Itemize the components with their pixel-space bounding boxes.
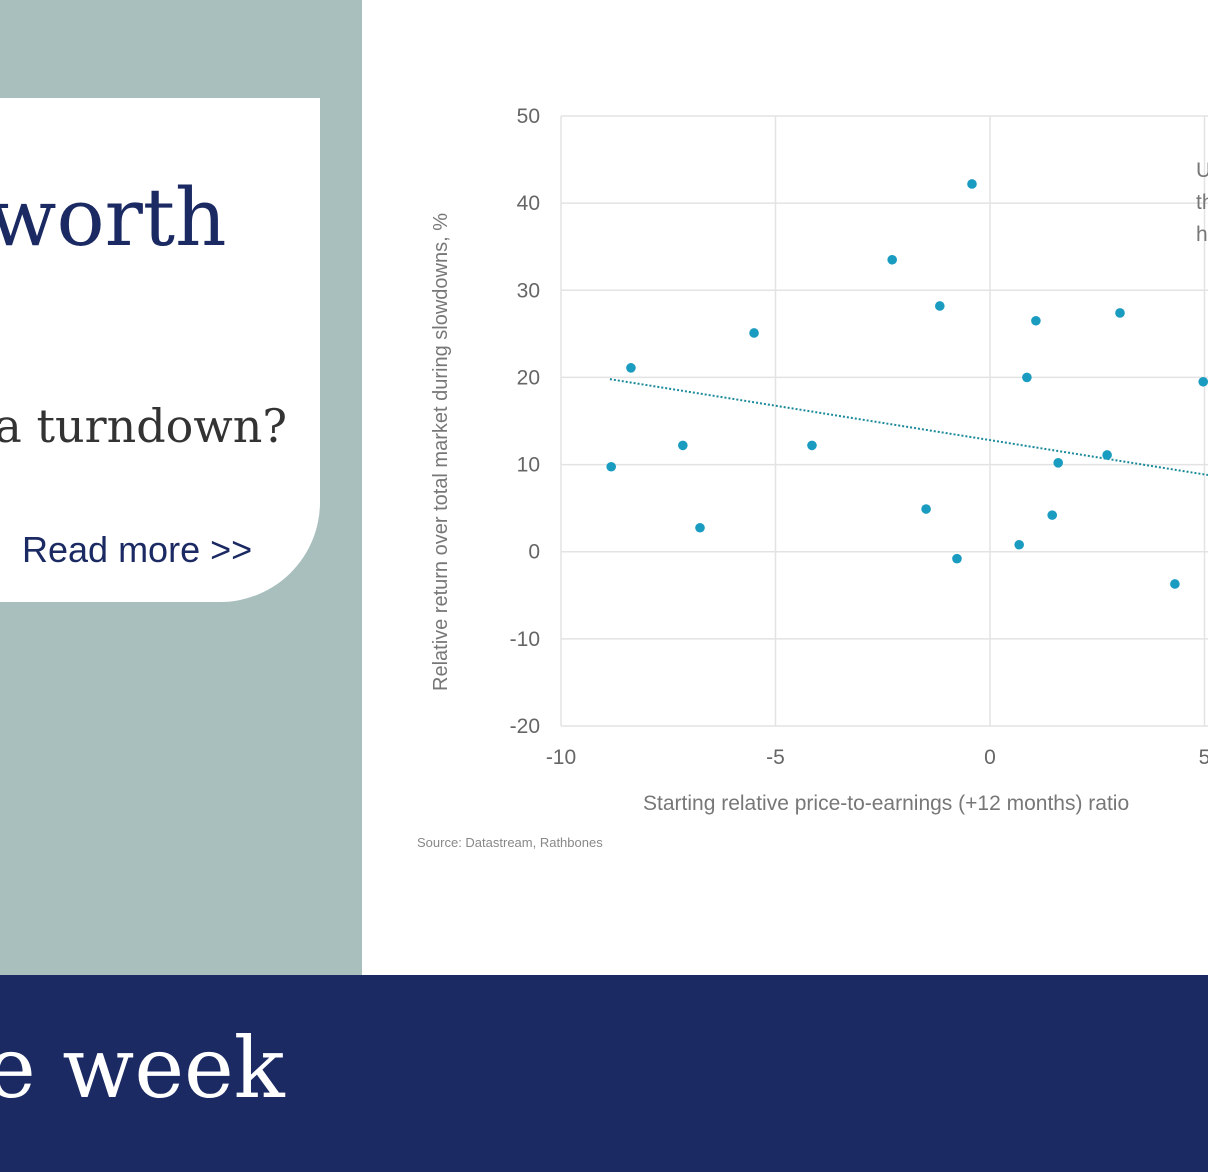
banner-title: e week [0,1019,286,1117]
scatter-point [678,440,688,451]
card-question: a turndown? [0,399,287,453]
y-tick-label: 10 [517,454,540,477]
scatter-point [695,522,705,533]
x-tick-label: 5 [1199,746,1208,769]
read-more-link[interactable]: Read more >> [22,529,252,570]
y-tick-label: -20 [510,715,540,738]
scatter-point [1102,450,1112,460]
y-tick-label: 30 [517,279,540,302]
scatter-point [935,301,945,311]
y-tick-label: 40 [517,192,540,215]
scatter-point [887,254,897,265]
scatter-point [1198,376,1208,387]
y-tick-label: 0 [528,541,540,564]
chart: Relative return over total market during… [417,105,1208,850]
x-tick-label: -10 [546,746,576,769]
scatter-point [1014,539,1024,550]
scatter-point [1053,458,1064,468]
source-note: Source: Datastream, Rathbones [417,835,603,850]
annotation: U [1196,159,1208,182]
y-axis-label: Relative return over total market during… [430,213,452,691]
banner [0,975,1208,1172]
card-title: worth [0,171,227,264]
annotation: h [1196,223,1208,246]
scatter-point [626,363,636,373]
y-tick-label: -10 [510,628,540,651]
scatter-point [1047,510,1058,520]
scatter-point [967,179,977,189]
chart-panel [362,0,1208,975]
scatter-point [1031,315,1041,326]
annotation: th [1196,191,1208,214]
scatter-point [952,553,962,564]
x-axis-label: Starting relative price-to-earnings (+12… [643,792,1129,815]
scatter-point [921,504,931,514]
scatter-point [1022,372,1032,383]
scatter-point [1115,308,1125,318]
scatter-point [749,328,759,338]
y-tick-label: 50 [517,105,540,128]
y-tick-label: 20 [517,366,540,389]
x-tick-label: 0 [984,746,996,769]
card [0,98,320,602]
scatter-point [606,461,616,472]
scatter-point [807,440,817,451]
x-tick-label: -5 [766,746,785,769]
scatter-point [1170,579,1180,589]
